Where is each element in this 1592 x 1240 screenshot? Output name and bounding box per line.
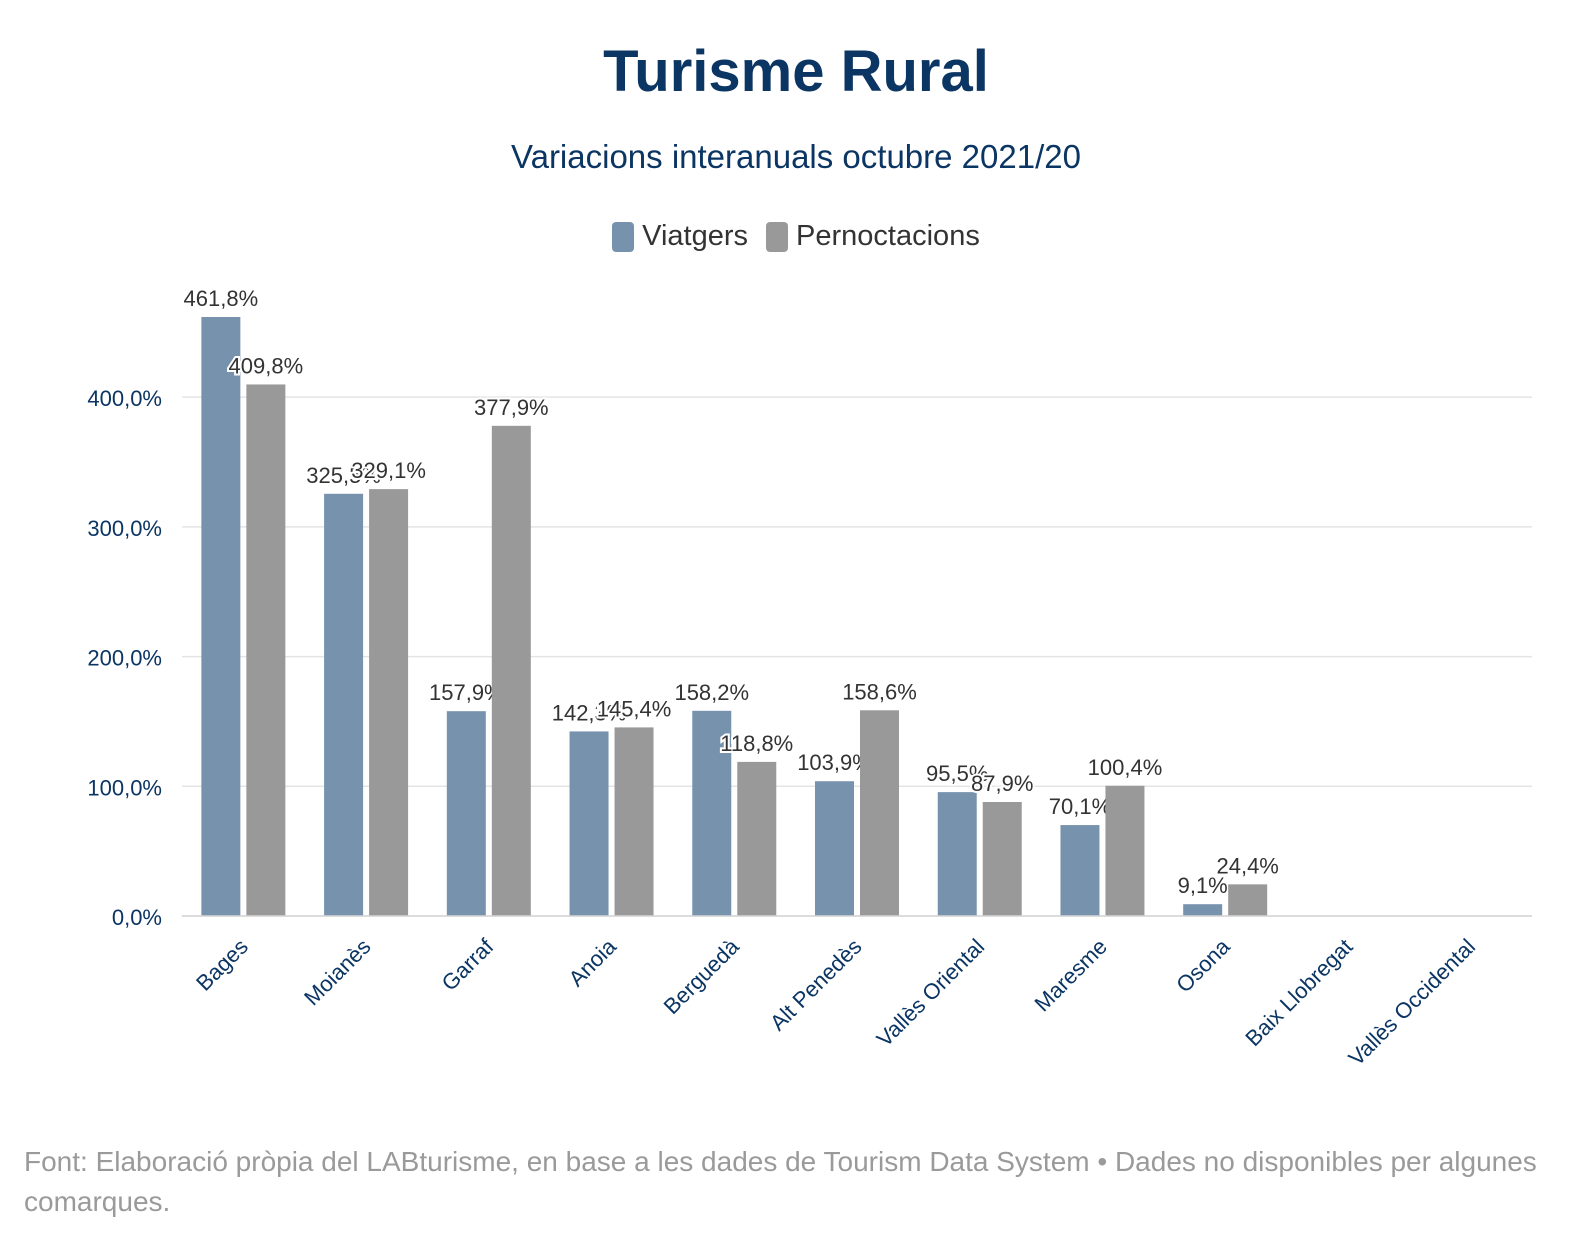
data-label: 87,9% xyxy=(971,771,1033,796)
x-tick-label: Baix Llobregat xyxy=(1240,934,1357,1051)
bar-viatgers xyxy=(815,781,854,916)
bar-pernoctacions xyxy=(1105,785,1145,916)
bar-viatgers xyxy=(201,317,241,916)
legend-label-viatgers: Viatgers xyxy=(642,220,749,252)
data-label: 377,9% xyxy=(474,395,549,420)
bar-pernoctacions xyxy=(737,761,777,916)
bar-viatgers xyxy=(324,493,364,916)
bar-viatgers xyxy=(1060,825,1100,916)
data-label: 145,4% xyxy=(597,696,672,721)
y-tick-label: 0,0% xyxy=(112,905,162,930)
source-footnote: Font: Elaboració pròpia del LABturisme, … xyxy=(24,1146,1537,1217)
data-label: 100,4% xyxy=(1088,755,1163,780)
bar-pernoctacions xyxy=(860,710,899,916)
data-label: 158,2% xyxy=(674,680,749,705)
x-tick-label: Anoia xyxy=(564,933,622,991)
y-tick-label: 200,0% xyxy=(87,646,162,671)
bar-pernoctacions xyxy=(246,384,286,917)
legend-item-viatgers[interactable]: Viatgers xyxy=(612,220,748,253)
bar-pernoctacions xyxy=(1228,884,1268,916)
x-tick-label: Maresme xyxy=(1029,934,1112,1017)
bar-pernoctacions xyxy=(369,489,409,916)
x-tick-label: Alt Penedès xyxy=(765,934,867,1036)
x-tick-label: Berguedà xyxy=(659,933,745,1019)
chart-title: Turisme Rural xyxy=(603,39,989,104)
data-label: 118,8% xyxy=(720,731,793,756)
bar-pernoctacions xyxy=(614,727,654,916)
chart-subtitle: Variacions interanuals octubre 2021/20 xyxy=(511,138,1081,175)
data-label: 9,1% xyxy=(1178,873,1228,898)
x-tick-label: Garraf xyxy=(437,933,499,995)
bar-pernoctacions xyxy=(491,425,531,916)
y-tick-label: 100,0% xyxy=(87,775,162,800)
legend: Viatgers Pernoctacions xyxy=(0,220,1592,253)
bar-viatgers xyxy=(1183,904,1223,916)
data-label: 24,4% xyxy=(1216,853,1278,878)
x-tick-label: Moianès xyxy=(299,934,375,1010)
legend-item-pernoctacions[interactable]: Pernoctacions xyxy=(766,220,980,253)
bar-viatgers xyxy=(446,711,486,916)
data-label: 142,3% xyxy=(552,700,627,725)
data-label: 158,6% xyxy=(842,679,917,704)
data-label: 461,8% xyxy=(184,286,259,311)
data-label: 325,5% xyxy=(306,463,381,488)
bar-viatgers xyxy=(692,710,732,916)
bar-viatgers xyxy=(569,731,609,916)
legend-swatch-viatgers xyxy=(612,221,635,252)
x-tick-label: Osona xyxy=(1171,933,1235,997)
y-tick-label: 300,0% xyxy=(87,516,162,541)
data-label: 95,5% xyxy=(926,761,988,786)
y-tick-label: 400,0% xyxy=(87,386,162,411)
data-label: 409,8% xyxy=(229,353,304,378)
legend-swatch-pernoctacions xyxy=(766,221,789,252)
x-tick-label: Vallès Occidental xyxy=(1343,934,1480,1071)
data-label: 329,1% xyxy=(351,458,426,483)
data-label: 70,1% xyxy=(1049,794,1111,819)
x-tick-label: Vallès Oriental xyxy=(872,934,990,1052)
bar-pernoctacions xyxy=(982,801,1022,916)
bar-viatgers xyxy=(937,792,977,916)
x-tick-label: Bages xyxy=(191,934,253,996)
legend-label-pernoctacions: Pernoctacions xyxy=(796,220,980,252)
